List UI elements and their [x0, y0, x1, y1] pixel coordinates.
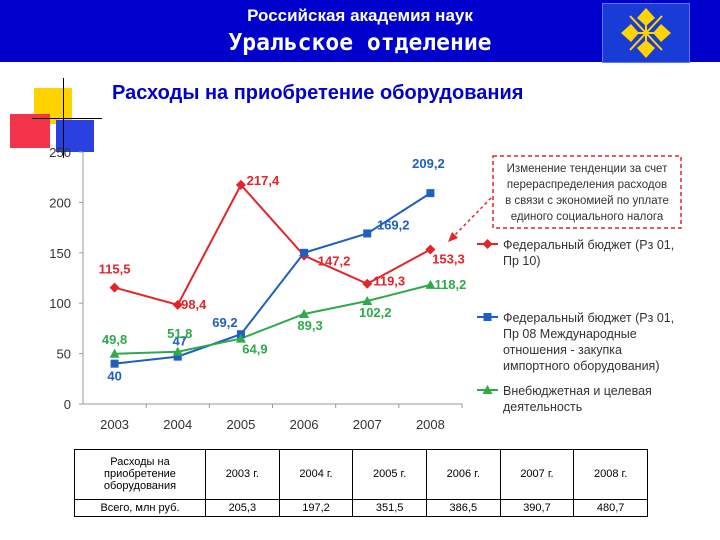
decor-blue-square: [56, 120, 94, 152]
table-cell-total: 390,7: [499, 498, 575, 518]
label-line: Расходы на: [110, 456, 170, 469]
data-point-extra-budget: [172, 346, 183, 356]
table-cell-year: 2008 г.: [573, 449, 648, 500]
x-tick-label: 2007: [353, 417, 382, 432]
totals-table: Расходы на приобретение оборудования 200…: [74, 449, 648, 518]
legend-marker: [482, 385, 493, 394]
data-point-federal-01-10: [362, 278, 373, 289]
table-cell-year: 2004 г.: [278, 449, 354, 500]
data-label-extra-budget: 89,3: [297, 318, 322, 333]
label-line: оборудования: [103, 480, 177, 493]
legend-label-federal-01-08: отношения - закупка: [503, 343, 622, 357]
table-cell-total: 386,5: [425, 498, 501, 518]
table-row-label: Расходы на приобретение оборудования: [74, 449, 206, 500]
annotation-arrow-head: [448, 232, 458, 242]
data-point-extra-budget: [425, 279, 436, 289]
x-tick-label: 2003: [100, 417, 129, 432]
slide-title: Расходы на приобретение оборудования: [112, 82, 524, 104]
data-label-extra-budget: 51,8: [167, 326, 192, 341]
data-label-federal-01-10: 217,4: [247, 173, 280, 188]
annotation-arrow-line: [451, 197, 492, 239]
x-tick-label: 2004: [163, 417, 192, 432]
table-cell-year: 2003 г.: [205, 449, 280, 500]
data-label-federal-01-08: 40: [107, 369, 121, 384]
table-cell-total: 197,2: [278, 498, 354, 518]
header-branch-name: Уральское отделение: [228, 30, 492, 56]
table-cell-total: 351,5: [352, 498, 427, 518]
y-tick-label: 0: [64, 397, 71, 412]
data-point-federal-01-08: [363, 229, 372, 238]
series-line-federal-01-08: [114, 192, 431, 365]
series-line-federal-01-10: [114, 183, 431, 306]
data-label-federal-01-08: 47: [173, 334, 187, 349]
annotation-text: перераспределения расходов: [507, 179, 667, 191]
table-cell-year: 2007 г.: [499, 449, 575, 500]
data-label-federal-01-08: 69,2: [212, 315, 237, 330]
table-cell-year: 2005 г.: [352, 449, 427, 500]
legend-marker: [483, 313, 492, 321]
legend-label-extra-budget: деятельность: [503, 400, 582, 414]
data-point-extra-budget: [299, 308, 310, 318]
y-tick-label: 200: [49, 195, 71, 210]
data-label-extra-budget: 118,2: [435, 277, 467, 292]
table-row: Расходы на приобретение оборудования 200…: [74, 449, 648, 500]
legend-label-federal-01-08: импортного оборудования): [503, 359, 660, 373]
data-point-federal-01-10: [109, 282, 120, 293]
legend-label-extra-budget: Внебюджетная и целевая: [503, 384, 652, 398]
annotation-text: в связи с экономией по уплате: [505, 195, 669, 207]
data-label-extra-budget: 49,8: [102, 332, 127, 347]
table-cell-total: 480,7: [573, 498, 648, 518]
data-label-federal-01-10: 115,5: [99, 262, 131, 277]
data-label-federal-01-10: 119,3: [373, 274, 405, 289]
data-label-federal-01-10: 98,4: [181, 297, 207, 312]
data-point-federal-01-10: [235, 179, 246, 190]
data-point-extra-budget: [109, 348, 120, 358]
legend-label-federal-01-08: Федеральный бюджет (Рз 01,: [503, 311, 674, 325]
legend-marker: [482, 239, 493, 249]
annotation-text: единого социального налога: [511, 211, 664, 223]
data-point-extra-budget: [235, 333, 246, 343]
data-label-extra-budget: 102,2: [359, 305, 392, 320]
table-cell-year: 2006 г.: [425, 449, 501, 500]
table-cell-total: 205,3: [205, 498, 280, 518]
annotation-box: [492, 155, 682, 229]
legend-label-federal-01-08: Пр 08 Международные: [503, 327, 637, 341]
legend-label-federal-01-10: Федеральный бюджет (Рз 01,: [503, 238, 674, 252]
data-label-federal-01-08: 169,2: [377, 217, 410, 232]
header-org-name: Российская академия наук: [247, 6, 473, 25]
data-label-federal-01-10: 147,2: [318, 254, 351, 269]
data-point-federal-01-08: [110, 359, 119, 368]
data-point-federal-01-10: [425, 244, 436, 255]
header-bar: Российская академия наук Уральское отдел…: [0, 0, 720, 63]
table-row-label: Всего, млн руб.: [74, 498, 206, 518]
data-point-federal-01-10: [172, 299, 183, 310]
x-tick-label: 2008: [416, 417, 445, 432]
data-point-federal-01-08: [300, 248, 309, 257]
ras-logo-icon: [602, 3, 690, 63]
data-label-extra-budget: 64,9: [242, 342, 267, 357]
legend-label-federal-01-10: Пр 10): [503, 254, 540, 268]
y-tick-label: 50: [57, 347, 71, 362]
series-line-extra-budget: [114, 283, 431, 355]
y-tick-label: 150: [49, 246, 71, 261]
x-tick-label: 2005: [226, 417, 255, 432]
label-line: приобретение: [104, 468, 176, 481]
x-tick-label: 2006: [290, 417, 319, 432]
data-point-extra-budget: [362, 295, 373, 305]
annotation-text: Изменение тенденции за счет: [507, 163, 668, 175]
decor-red-square: [10, 114, 50, 148]
y-tick-label: 250: [49, 145, 71, 160]
table-row: Всего, млн руб. 205,3 197,2 351,5 386,5 …: [74, 498, 648, 518]
y-tick-label: 100: [49, 296, 71, 311]
data-label-federal-01-10: 153,3: [432, 251, 465, 266]
data-point-federal-01-08: [426, 189, 435, 198]
data-point-federal-01-08: [173, 352, 182, 361]
data-label-federal-01-08: 209,2: [412, 156, 445, 171]
decor-horizontal-line: [32, 118, 102, 119]
